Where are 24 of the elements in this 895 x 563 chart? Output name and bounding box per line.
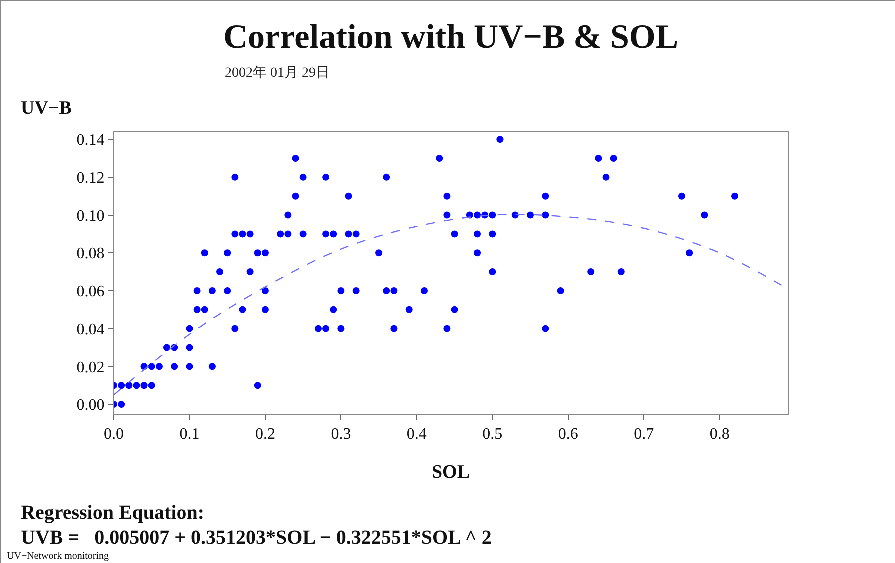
x-tick-label: 0.2: [255, 426, 276, 444]
x-tick-label: 0.0: [104, 426, 124, 444]
x-tick-label: 0.5: [482, 426, 503, 444]
x-tick-label: 0.7: [634, 426, 654, 444]
chart-subtitle: 2002年 01月 29日: [225, 65, 330, 81]
chart-title: Correlation with UV−B & SOL: [223, 18, 679, 56]
x-tick-label: 0.6: [558, 426, 578, 444]
text: Regression Equation:: [21, 502, 205, 524]
y-tick-label: 0.04: [76, 321, 105, 338]
y-tick-label: 0.02: [76, 359, 105, 376]
x-tick-label: 0.8: [710, 426, 730, 444]
x-tick-label: 0.4: [406, 426, 427, 444]
y-tick-label: 0.10: [76, 208, 105, 225]
y-tick-label: 0.06: [76, 284, 105, 301]
y-tick-label: 0.00: [76, 397, 105, 414]
x-tick-label: 0.3: [331, 426, 352, 444]
text: UV−Network monitoring: [7, 551, 110, 562]
y-tick-label: 0.12: [76, 170, 105, 188]
y-axis-title: UV−B: [21, 98, 72, 119]
y-tick-label: 0.14: [76, 132, 105, 150]
x-axis-title: SOL: [432, 462, 470, 483]
y-tick-label: 0.08: [76, 246, 105, 263]
x-tick-label: 0.1: [180, 426, 200, 444]
text: UVB = 0.005007 + 0.351203*SOL − 0.322551*SOL ^ 2: [21, 527, 492, 549]
